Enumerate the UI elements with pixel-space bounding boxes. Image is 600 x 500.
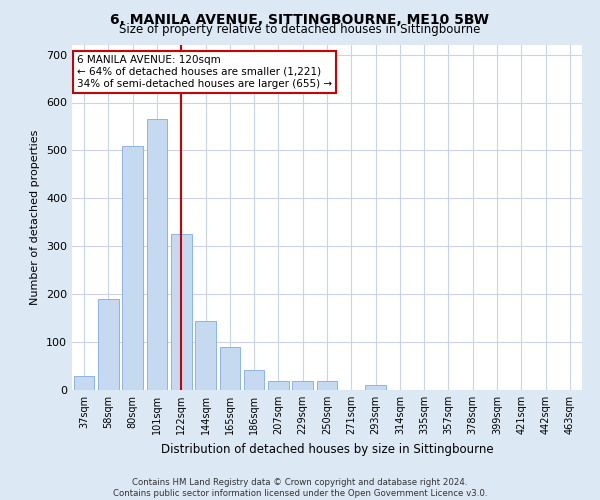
Bar — [220, 347, 240, 390]
Bar — [146, 120, 167, 390]
Text: Size of property relative to detached houses in Sittingbourne: Size of property relative to detached ho… — [119, 22, 481, 36]
Text: Contains HM Land Registry data © Crown copyright and database right 2024.
Contai: Contains HM Land Registry data © Crown c… — [113, 478, 487, 498]
Bar — [195, 320, 216, 390]
Bar — [317, 382, 337, 390]
X-axis label: Distribution of detached houses by size in Sittingbourne: Distribution of detached houses by size … — [161, 442, 493, 456]
Bar — [122, 146, 143, 390]
Bar — [268, 382, 289, 390]
Y-axis label: Number of detached properties: Number of detached properties — [31, 130, 40, 305]
Text: 6 MANILA AVENUE: 120sqm
← 64% of detached houses are smaller (1,221)
34% of semi: 6 MANILA AVENUE: 120sqm ← 64% of detache… — [77, 56, 332, 88]
Bar — [74, 376, 94, 390]
Bar — [365, 385, 386, 390]
Bar — [244, 370, 265, 390]
Text: 6, MANILA AVENUE, SITTINGBOURNE, ME10 5BW: 6, MANILA AVENUE, SITTINGBOURNE, ME10 5B… — [110, 12, 490, 26]
Bar — [98, 299, 119, 390]
Bar — [292, 382, 313, 390]
Bar — [171, 234, 191, 390]
